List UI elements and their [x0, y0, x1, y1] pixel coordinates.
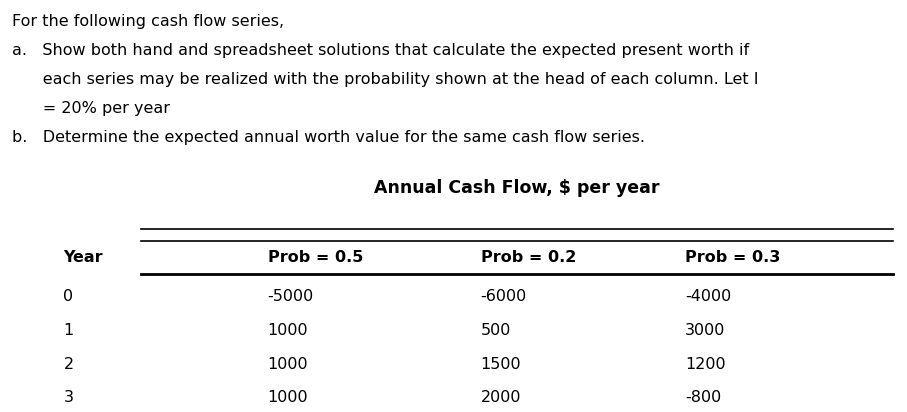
Text: For the following cash flow series,: For the following cash flow series, [12, 14, 284, 29]
Text: = 20% per year: = 20% per year [12, 101, 170, 116]
Text: each series may be realized with the probability shown at the head of each colum: each series may be realized with the pro… [12, 72, 758, 87]
Text: -4000: -4000 [685, 289, 731, 304]
Text: Prob = 0.5: Prob = 0.5 [268, 250, 363, 265]
Text: b.   Determine the expected annual worth value for the same cash flow series.: b. Determine the expected annual worth v… [12, 130, 645, 145]
Text: 1000: 1000 [268, 357, 308, 372]
Text: 1: 1 [63, 323, 73, 338]
Text: 1000: 1000 [268, 323, 308, 338]
Text: 1200: 1200 [685, 357, 726, 372]
Text: Year: Year [63, 250, 103, 265]
Text: a.   Show both hand and spreadsheet solutions that calculate the expected presen: a. Show both hand and spreadsheet soluti… [12, 43, 749, 58]
Text: -5000: -5000 [268, 289, 314, 304]
Text: Prob = 0.3: Prob = 0.3 [685, 250, 780, 265]
Text: 0: 0 [63, 289, 73, 304]
Text: 3: 3 [63, 391, 73, 405]
Text: 1500: 1500 [481, 357, 522, 372]
Text: 2000: 2000 [481, 391, 522, 405]
Text: -800: -800 [685, 391, 721, 405]
Text: 2: 2 [63, 357, 73, 372]
Text: Annual Cash Flow, $ per year: Annual Cash Flow, $ per year [375, 179, 659, 197]
Text: 3000: 3000 [685, 323, 726, 338]
Text: Prob = 0.2: Prob = 0.2 [481, 250, 576, 265]
Text: -6000: -6000 [481, 289, 527, 304]
Text: 1000: 1000 [268, 391, 308, 405]
Text: 500: 500 [481, 323, 511, 338]
